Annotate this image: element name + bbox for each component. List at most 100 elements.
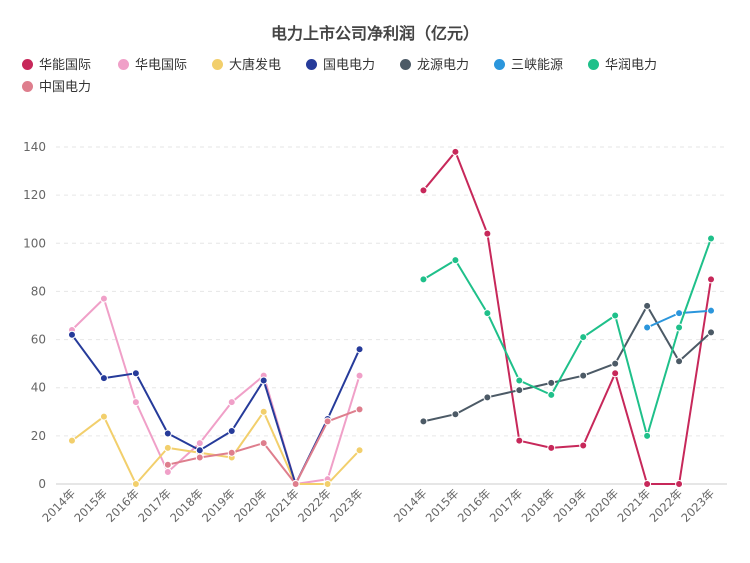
legend-item-7[interactable]: 华润电力	[588, 54, 657, 73]
data-point	[547, 443, 556, 452]
y-tick-label: 0	[38, 477, 46, 491]
legend-dot-1	[22, 59, 33, 70]
data-point	[163, 443, 172, 452]
legend-label-8: 中国电力	[39, 80, 92, 95]
data-point	[67, 330, 76, 339]
data-point	[579, 371, 588, 380]
x-tick-label: 2018年	[519, 486, 558, 525]
legend-item-5[interactable]: 龙源电力	[400, 54, 469, 73]
y-tick-label: 100	[23, 236, 46, 250]
y-tick-label: 120	[23, 188, 46, 202]
data-point	[419, 417, 428, 426]
data-point	[163, 460, 172, 469]
data-point	[611, 311, 620, 320]
legend-dot-5	[400, 59, 411, 70]
x-tick-label: 2021年	[263, 486, 302, 525]
data-point	[515, 376, 524, 385]
data-point	[131, 480, 140, 488]
x-tick-label: 2016年	[455, 486, 494, 525]
data-point	[355, 371, 364, 380]
x-tick-label: 2018年	[167, 486, 206, 525]
legend-label-1: 华能国际	[39, 58, 92, 73]
legend-dot-8	[22, 81, 33, 92]
legend-dot-3	[212, 59, 223, 70]
data-point	[99, 294, 108, 303]
data-point	[643, 301, 652, 310]
data-point	[195, 446, 204, 455]
x-tick-label: 2015年	[423, 486, 462, 525]
data-point	[163, 467, 172, 476]
data-point	[707, 275, 716, 284]
legend-label-7: 华润电力	[605, 58, 658, 73]
x-tick-label: 2019年	[199, 486, 238, 525]
x-tick-label: 2022年	[646, 486, 685, 525]
data-point	[515, 436, 524, 445]
data-point	[643, 431, 652, 440]
data-point	[451, 410, 460, 419]
data-point	[675, 357, 684, 366]
x-tick-label: 2020年	[231, 486, 270, 525]
x-tick-label: 2023年	[327, 486, 366, 525]
data-point	[259, 407, 268, 416]
data-point	[227, 398, 236, 407]
legend-label-5: 龙源电力	[417, 58, 470, 73]
legend-dot-2	[118, 59, 129, 70]
data-point	[707, 306, 716, 315]
data-point	[131, 369, 140, 378]
chart-title: 电力上市公司净利润（亿元）	[270, 24, 479, 43]
x-tick-label: 2016年	[103, 486, 142, 525]
legend-item-6[interactable]: 三峡能源	[494, 54, 563, 73]
legend-item-1[interactable]: 华能国际	[22, 54, 91, 73]
data-point	[355, 446, 364, 455]
x-tick-label: 2020年	[583, 486, 622, 525]
x-tick-label: 2017年	[135, 486, 174, 525]
legend-item-8[interactable]: 中国电力	[22, 76, 91, 95]
legend-label-2: 华电国际	[135, 58, 188, 73]
data-point	[515, 386, 524, 395]
data-point	[675, 480, 684, 488]
legend-dot-4	[306, 59, 317, 70]
data-point	[483, 229, 492, 238]
data-point	[643, 323, 652, 332]
data-point	[547, 390, 556, 399]
data-point	[355, 345, 364, 354]
data-point	[579, 441, 588, 450]
data-point	[675, 323, 684, 332]
data-point	[259, 439, 268, 448]
data-point	[323, 480, 332, 488]
series-line	[422, 150, 712, 485]
data-point	[259, 376, 268, 385]
legend-label-4: 国电电力	[323, 58, 376, 73]
data-point	[451, 147, 460, 156]
x-tick-label: 2023年	[678, 486, 717, 525]
data-point	[131, 398, 140, 407]
legend-item-4[interactable]: 国电电力	[306, 54, 375, 73]
data-point	[227, 448, 236, 457]
data-point	[611, 369, 620, 378]
series-line	[423, 304, 712, 423]
data-point	[291, 480, 300, 488]
y-tick-label: 20	[31, 429, 46, 443]
x-tick-label: 2019年	[551, 486, 590, 525]
legend-item-3[interactable]: 大唐发电	[212, 54, 281, 73]
x-tick-label: 2015年	[71, 486, 110, 525]
legend-label-6: 三峡能源	[511, 58, 564, 73]
data-point	[67, 436, 76, 445]
data-point	[547, 378, 556, 387]
data-point	[195, 453, 204, 462]
y-tick-label: 40	[31, 381, 46, 395]
data-point	[675, 309, 684, 318]
data-point	[355, 405, 364, 414]
data-point	[707, 328, 716, 337]
data-point	[451, 256, 460, 265]
y-tick-label: 140	[23, 140, 46, 154]
legend-item-2[interactable]: 华电国际	[118, 54, 187, 73]
data-point	[419, 275, 428, 284]
data-point	[483, 309, 492, 318]
data-point	[483, 393, 492, 402]
series-line	[422, 238, 712, 437]
data-point	[99, 374, 108, 383]
data-point	[643, 480, 652, 488]
